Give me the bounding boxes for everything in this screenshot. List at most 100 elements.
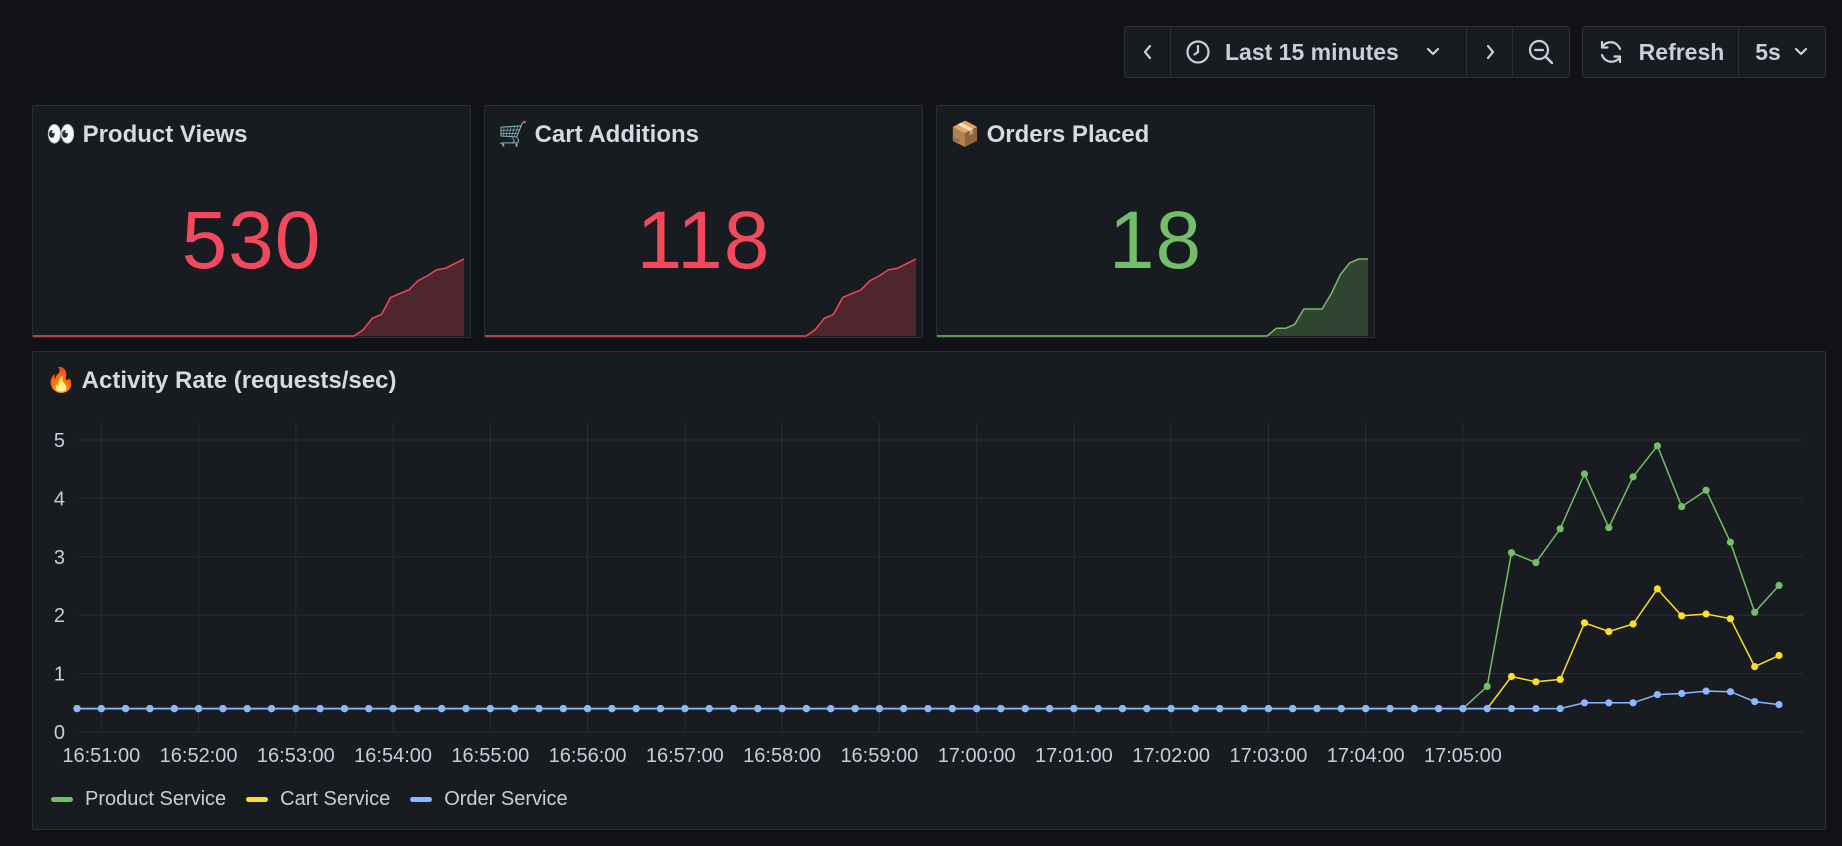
activity-chart[interactable]: 0 1 2 3 4 5 16:51:00 16:52:00 16:53:00 16:54:00 16… bbox=[33, 352, 1825, 782]
data-point bbox=[851, 705, 859, 713]
data-point bbox=[559, 705, 567, 713]
data-point bbox=[705, 705, 713, 713]
sparkline bbox=[33, 258, 465, 337]
refresh-label: Refresh bbox=[1638, 38, 1725, 65]
zoom-out-button[interactable] bbox=[1513, 27, 1569, 77]
data-point bbox=[1507, 705, 1516, 713]
data-point bbox=[1483, 682, 1491, 690]
legend-item-cart-service[interactable]: Cart Service bbox=[246, 788, 390, 811]
sparkline-line bbox=[33, 258, 465, 337]
chevron-down-icon bbox=[1794, 47, 1807, 56]
data-point bbox=[438, 705, 446, 713]
chevron-left-icon bbox=[1143, 44, 1151, 60]
data-point bbox=[1629, 620, 1637, 628]
series-cart-service bbox=[73, 585, 1783, 713]
x-tick-label: 16:54:00 bbox=[354, 745, 432, 767]
series-line bbox=[77, 587, 1780, 710]
x-tick-label: 16:53:00 bbox=[257, 745, 335, 767]
data-point bbox=[292, 705, 300, 713]
data-point bbox=[1726, 615, 1734, 623]
data-point bbox=[1532, 559, 1540, 567]
data-point bbox=[754, 705, 762, 713]
data-point bbox=[1264, 705, 1272, 713]
x-tick-label: 17:00:00 bbox=[938, 745, 1016, 767]
data-point bbox=[535, 705, 543, 713]
time-shift-forward-button[interactable] bbox=[1467, 27, 1513, 77]
data-point bbox=[1313, 705, 1321, 713]
data-point bbox=[1653, 585, 1661, 593]
stat-panel-cart-additions[interactable]: 🛒 Cart Additions 118 bbox=[484, 105, 923, 338]
time-picker-group: Last 15 minutes bbox=[1124, 26, 1570, 78]
data-point bbox=[1751, 663, 1759, 671]
data-point bbox=[1070, 705, 1078, 713]
data-point bbox=[1629, 699, 1637, 707]
x-tick-label: 16:56:00 bbox=[549, 745, 627, 767]
data-point bbox=[1775, 701, 1783, 709]
data-point bbox=[1726, 538, 1734, 546]
data-point bbox=[1653, 442, 1661, 450]
y-tick-label: 4 bbox=[54, 488, 65, 510]
x-tick-label: 17:05:00 bbox=[1424, 745, 1502, 767]
data-point bbox=[1337, 705, 1345, 713]
stat-panel-product-views[interactable]: 👀 Product Views 530 bbox=[32, 105, 471, 338]
refresh-icon bbox=[1600, 40, 1621, 64]
sparkline-area bbox=[485, 259, 916, 336]
activity-rate-panel[interactable]: 🔥 Activity Rate (requests/sec) 0 1 2 3 4 5 16:… bbox=[32, 351, 1826, 830]
y-tick-label: 1 bbox=[54, 664, 65, 686]
data-point bbox=[389, 705, 397, 713]
time-range-label: Last 15 minutes bbox=[1225, 38, 1399, 65]
data-point bbox=[1678, 503, 1686, 511]
data-point bbox=[267, 705, 276, 713]
data-point bbox=[1435, 705, 1443, 713]
series-order-service bbox=[73, 687, 1783, 713]
chevron-right-icon bbox=[1486, 44, 1494, 60]
data-point bbox=[1046, 705, 1054, 713]
data-point bbox=[1702, 486, 1710, 494]
panel-title: 📦 Orders Placed bbox=[950, 121, 1150, 148]
data-point bbox=[1532, 705, 1540, 713]
data-point bbox=[122, 705, 130, 713]
stat-panel-orders-placed[interactable]: 📦 Orders Placed 18 bbox=[936, 105, 1375, 338]
data-point bbox=[1556, 705, 1564, 713]
data-point bbox=[97, 705, 105, 713]
data-point bbox=[584, 705, 592, 713]
x-tick-label: 16:58:00 bbox=[743, 745, 821, 767]
data-point bbox=[1532, 678, 1540, 686]
package-icon: 📦 bbox=[950, 121, 980, 148]
data-point bbox=[1580, 470, 1589, 478]
data-point bbox=[1605, 524, 1613, 532]
x-tick-label: 17:03:00 bbox=[1229, 745, 1307, 767]
time-range-picker[interactable]: Last 15 minutes bbox=[1171, 27, 1467, 77]
legend-label: Order Service bbox=[444, 788, 568, 810]
data-point bbox=[1629, 473, 1637, 481]
data-point bbox=[1702, 610, 1710, 618]
refresh-button[interactable]: Refresh bbox=[1583, 27, 1739, 77]
refresh-interval-picker[interactable]: 5s bbox=[1739, 27, 1825, 77]
x-tick-label: 16:55:00 bbox=[451, 745, 529, 767]
data-point bbox=[997, 705, 1005, 713]
chevron-down-icon bbox=[1426, 47, 1439, 56]
x-tick-label: 17:01:00 bbox=[1035, 745, 1113, 767]
data-point bbox=[729, 705, 738, 713]
data-point bbox=[1605, 699, 1613, 707]
legend-item-order-service[interactable]: Order Service bbox=[410, 788, 568, 811]
refresh-group: Refresh 5s bbox=[1582, 26, 1826, 78]
sparkline bbox=[937, 258, 1368, 337]
data-point bbox=[1362, 705, 1370, 713]
legend-swatch bbox=[410, 797, 433, 802]
data-point bbox=[802, 705, 811, 713]
data-point bbox=[632, 705, 640, 713]
data-point bbox=[219, 705, 227, 713]
data-point bbox=[924, 705, 932, 713]
data-point bbox=[1580, 699, 1589, 707]
data-point bbox=[1118, 705, 1127, 713]
legend-item-product-service[interactable]: Product Service bbox=[51, 788, 226, 811]
data-point bbox=[1751, 608, 1759, 616]
time-shift-back-button[interactable] bbox=[1125, 27, 1171, 77]
data-point bbox=[486, 705, 494, 713]
data-point bbox=[1775, 581, 1783, 589]
data-point bbox=[413, 705, 421, 713]
panel-title: 🛒 Cart Additions bbox=[498, 121, 699, 148]
data-point bbox=[1580, 619, 1589, 627]
data-point bbox=[827, 705, 835, 713]
